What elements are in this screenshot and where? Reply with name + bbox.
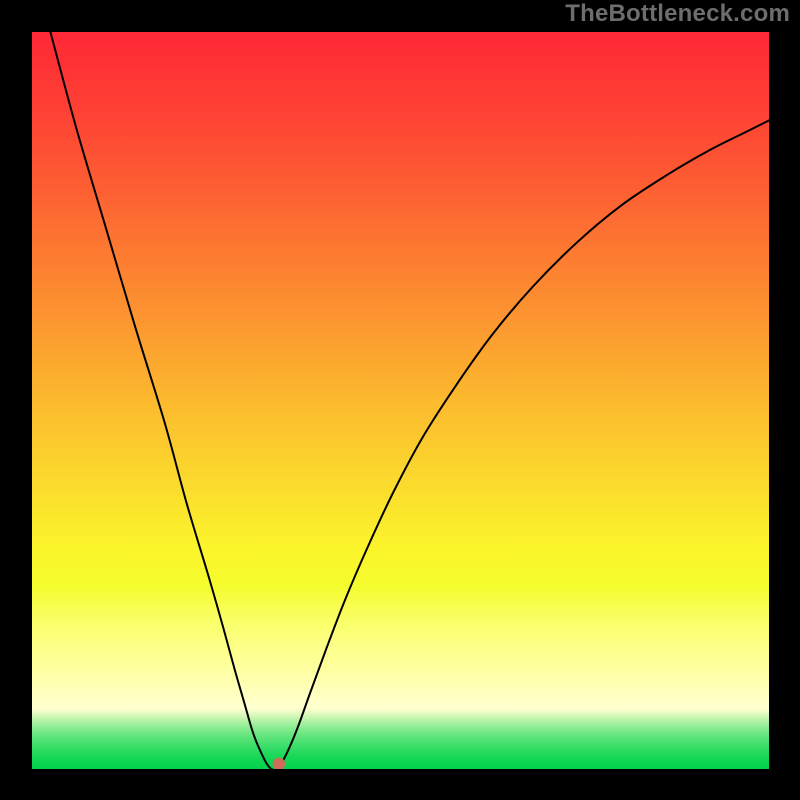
gradient-background xyxy=(32,32,769,769)
watermark-text: TheBottleneck.com xyxy=(565,0,790,28)
chart-container: TheBottleneck.com xyxy=(0,0,800,800)
bottleneck-chart xyxy=(0,0,800,800)
optimum-marker xyxy=(273,758,286,771)
